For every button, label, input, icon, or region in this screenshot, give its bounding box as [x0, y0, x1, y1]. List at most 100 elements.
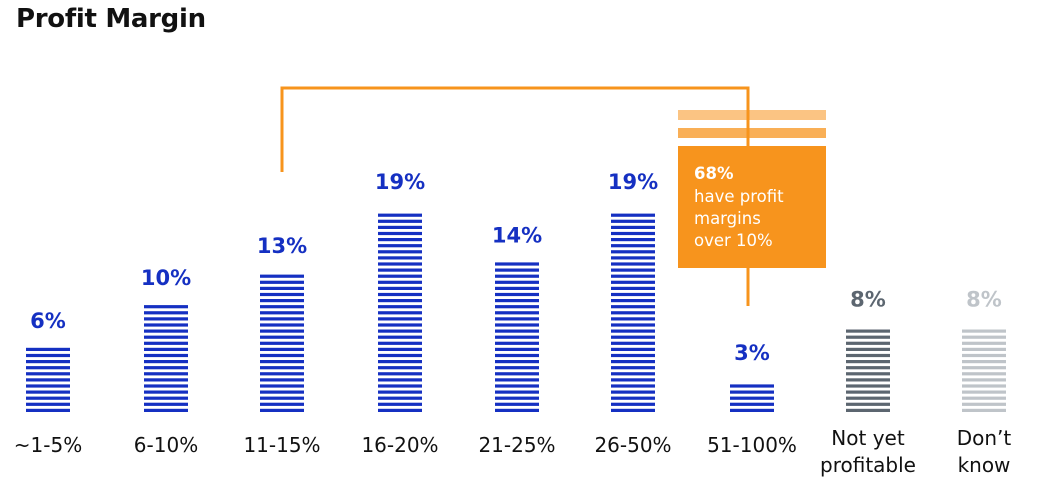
bar-stripe — [962, 347, 1006, 351]
bar-stripe — [260, 323, 304, 327]
bar-stripe — [495, 347, 539, 351]
bar-stripe — [611, 402, 655, 406]
bar-stripe — [495, 366, 539, 370]
bar-stripe — [611, 390, 655, 394]
bar-stripe — [378, 250, 422, 254]
bar-stripe — [962, 372, 1006, 376]
bar-stripe — [260, 311, 304, 315]
bar — [611, 213, 655, 412]
bar-stripe — [378, 286, 422, 290]
bar-stripe — [611, 256, 655, 260]
bar-stripe — [260, 390, 304, 394]
bar-stripe — [378, 305, 422, 309]
bar-stripe — [962, 390, 1006, 394]
bar-stripe — [144, 311, 188, 315]
bar-stripe — [26, 360, 70, 364]
data-label: 10% — [141, 266, 191, 290]
bar-stripe — [495, 317, 539, 321]
bar-stripe — [611, 341, 655, 345]
bar-stripe — [144, 305, 188, 309]
callout-box — [678, 146, 826, 268]
callout-stripe — [678, 128, 826, 138]
bar-stripe — [26, 372, 70, 376]
bar-stripe — [962, 335, 1006, 339]
bar-stripe — [260, 280, 304, 284]
bar-stripe — [495, 378, 539, 382]
bar-stripe — [611, 299, 655, 303]
bar-stripe — [846, 378, 890, 382]
bar-stripe — [378, 262, 422, 266]
x-tick-label: profitable — [820, 453, 916, 477]
bar-stripe — [611, 335, 655, 339]
bar-stripe — [260, 408, 304, 412]
bar-stripe — [144, 341, 188, 345]
bar-stripe — [962, 329, 1006, 333]
bar-stripe — [495, 341, 539, 345]
bar-stripe — [611, 305, 655, 309]
bar-stripe — [144, 347, 188, 351]
x-tick-label: Not yet — [831, 426, 905, 450]
bar-stripe — [144, 317, 188, 321]
bar-stripe — [495, 408, 539, 412]
bar-stripe — [846, 353, 890, 358]
bar-stripe — [495, 396, 539, 400]
bar-stripe — [495, 262, 539, 266]
bar-stripe — [495, 299, 539, 303]
bar-stripe — [378, 238, 422, 242]
bar-stripe — [260, 305, 304, 309]
bar-stripe — [378, 225, 422, 229]
bar-stripe — [144, 360, 188, 364]
bar-stripe — [611, 360, 655, 364]
bar-stripe — [144, 366, 188, 370]
bar-stripe — [495, 360, 539, 364]
bar-stripe — [378, 396, 422, 400]
bar-stripe — [611, 292, 655, 297]
bar-stripe — [611, 396, 655, 400]
bar-stripe — [846, 366, 890, 370]
bar-stripe — [260, 372, 304, 376]
bar-stripe — [378, 213, 422, 217]
bar-stripe — [378, 268, 422, 272]
bar-stripe — [846, 329, 890, 333]
bar-stripe — [144, 402, 188, 406]
bar-stripe — [378, 390, 422, 394]
bar-stripe — [144, 384, 188, 388]
bar-stripe — [26, 384, 70, 388]
bar-stripe — [260, 396, 304, 400]
bar-stripe — [495, 335, 539, 339]
bar — [378, 213, 422, 412]
bar-stripe — [611, 250, 655, 254]
bar-stripe — [495, 384, 539, 388]
bar-stripe — [144, 335, 188, 339]
bar-stripe — [260, 286, 304, 290]
bar-stripe — [495, 286, 539, 290]
bar-stripe — [846, 347, 890, 351]
bar-stripe — [730, 408, 774, 412]
bar-stripe — [611, 219, 655, 223]
x-tick-label: 51-100% — [707, 433, 797, 457]
bar-stripe — [378, 317, 422, 321]
bar-stripe — [846, 384, 890, 388]
bar-stripe — [260, 274, 304, 278]
callout-text: margins — [694, 209, 761, 228]
callout-value: 68% — [694, 164, 734, 183]
bar-stripe — [378, 366, 422, 370]
bar-stripe — [260, 335, 304, 339]
bar-stripe — [611, 323, 655, 327]
bar-stripe — [378, 408, 422, 412]
data-label: 3% — [734, 341, 770, 365]
bar-stripe — [611, 311, 655, 315]
bar-stripe — [846, 341, 890, 345]
bar-stripe — [846, 372, 890, 376]
data-label: 19% — [608, 170, 658, 194]
bar-stripe — [611, 329, 655, 333]
data-label: 8% — [966, 288, 1002, 312]
bar-stripe — [611, 274, 655, 278]
bar-stripe — [611, 353, 655, 358]
bar-stripe — [26, 347, 70, 351]
bar-stripe — [495, 268, 539, 272]
bar-stripe — [378, 353, 422, 358]
bar-stripe — [611, 378, 655, 382]
bar-stripe — [962, 341, 1006, 345]
